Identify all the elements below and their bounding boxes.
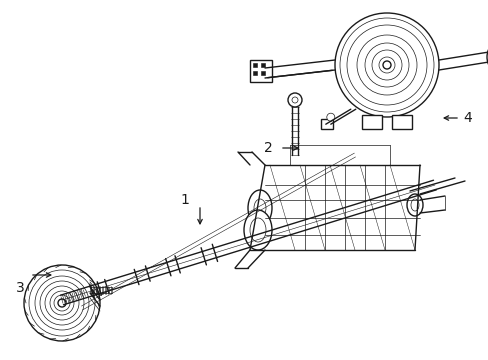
Circle shape xyxy=(371,50,401,80)
Text: 3: 3 xyxy=(16,281,24,295)
Bar xyxy=(252,71,257,75)
Text: 1: 1 xyxy=(180,193,189,207)
Bar xyxy=(391,115,411,129)
Text: 4: 4 xyxy=(463,111,471,125)
Bar xyxy=(261,63,264,67)
Bar xyxy=(261,71,264,75)
Ellipse shape xyxy=(249,218,265,242)
Bar xyxy=(249,60,271,82)
Circle shape xyxy=(364,43,408,87)
Circle shape xyxy=(378,57,394,73)
Ellipse shape xyxy=(244,210,271,250)
Circle shape xyxy=(45,286,79,320)
Circle shape xyxy=(54,295,70,311)
Circle shape xyxy=(24,265,100,341)
Ellipse shape xyxy=(253,199,265,217)
Circle shape xyxy=(40,281,84,325)
Circle shape xyxy=(35,276,89,330)
Circle shape xyxy=(382,61,390,69)
Circle shape xyxy=(50,291,74,315)
Circle shape xyxy=(326,113,334,121)
Ellipse shape xyxy=(410,199,418,211)
Circle shape xyxy=(356,35,416,95)
Circle shape xyxy=(339,18,433,112)
Bar xyxy=(252,63,257,67)
Bar xyxy=(320,119,332,129)
Ellipse shape xyxy=(406,194,422,216)
Ellipse shape xyxy=(486,43,488,71)
Bar xyxy=(361,115,381,129)
Circle shape xyxy=(29,270,95,336)
Circle shape xyxy=(58,299,66,307)
Circle shape xyxy=(334,13,438,117)
Circle shape xyxy=(287,93,302,107)
Circle shape xyxy=(291,97,297,103)
Ellipse shape xyxy=(247,190,271,226)
Circle shape xyxy=(346,25,426,105)
Text: 2: 2 xyxy=(263,141,272,155)
